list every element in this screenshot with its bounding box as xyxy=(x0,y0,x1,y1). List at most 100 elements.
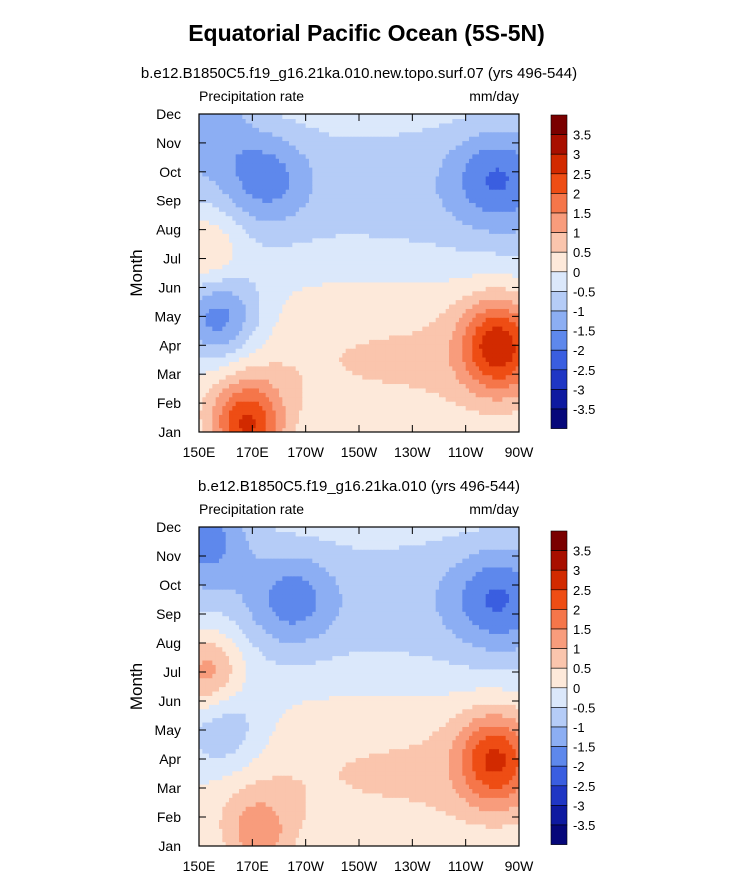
contour-cell xyxy=(245,330,250,336)
contour-cell xyxy=(285,220,290,226)
contour-cell xyxy=(372,290,377,296)
contour-cell xyxy=(292,220,297,226)
contour-cell xyxy=(249,273,253,279)
contour-cell xyxy=(499,308,503,314)
contour-cell xyxy=(335,334,340,340)
contour-cell xyxy=(295,286,300,292)
contour-cell xyxy=(289,237,293,243)
contour-cell xyxy=(229,343,233,349)
contour-cell xyxy=(412,303,417,309)
contour-cell xyxy=(365,299,370,305)
contour-cell xyxy=(312,273,317,279)
contour-cell xyxy=(459,202,463,208)
contour-cell xyxy=(412,273,417,279)
contour-cell xyxy=(219,202,223,208)
contour-cell xyxy=(255,365,260,371)
contour-cell xyxy=(342,286,347,292)
contour-cell xyxy=(272,237,277,243)
contour-cell xyxy=(339,374,343,380)
contour-cell xyxy=(322,409,327,415)
contour-cell xyxy=(455,427,460,432)
contour-cell xyxy=(422,418,427,424)
contour-cell xyxy=(442,423,447,429)
contour-cell xyxy=(419,211,423,217)
contour-cell xyxy=(255,352,260,358)
contour-cell xyxy=(209,326,213,332)
contour-cell xyxy=(389,250,393,256)
contour-cell xyxy=(422,330,427,336)
contour-cell xyxy=(372,255,377,261)
contour-cell xyxy=(345,405,350,411)
contour-cell xyxy=(209,356,213,362)
contour-cell xyxy=(429,374,433,380)
contour-cell xyxy=(235,264,240,270)
contour-cell xyxy=(312,228,317,234)
contour-cell xyxy=(409,427,413,432)
contour-cell xyxy=(299,286,303,292)
contour-cell xyxy=(482,281,487,287)
contour-cell xyxy=(402,206,407,212)
contour-cell xyxy=(362,361,367,367)
contour-cell xyxy=(352,281,357,287)
contour-cell xyxy=(332,343,337,349)
contour-cell xyxy=(455,423,460,429)
contour-cell xyxy=(439,277,443,283)
contour-cell xyxy=(249,224,253,230)
contour-cell xyxy=(515,343,519,349)
contour-cell xyxy=(292,401,297,407)
contour-cell xyxy=(235,356,240,362)
contour-cell xyxy=(279,259,283,265)
contour-cell xyxy=(385,290,390,296)
contour-cell xyxy=(209,427,213,432)
contour-cell xyxy=(252,374,257,380)
contour-cell xyxy=(275,339,280,345)
contour-cell xyxy=(379,233,383,239)
contour-cell xyxy=(452,317,457,323)
contour-cell xyxy=(389,268,393,274)
contour-cell xyxy=(232,409,237,415)
contour-cell xyxy=(329,308,333,314)
contour-cell xyxy=(489,259,493,265)
contour-cell xyxy=(199,312,203,318)
contour-cell xyxy=(265,277,270,283)
contour-cell xyxy=(255,308,260,314)
contour-cell xyxy=(419,215,423,221)
contour-cell xyxy=(362,352,367,358)
contour-cell xyxy=(429,361,433,367)
contour-cell xyxy=(352,348,357,354)
contour-cell xyxy=(262,352,267,358)
contour-cell xyxy=(462,379,467,385)
contour-cell xyxy=(302,392,307,398)
contour-cell xyxy=(515,405,519,411)
contour-cell xyxy=(489,277,493,283)
contour-cell xyxy=(202,418,207,424)
contour-cell xyxy=(359,299,363,305)
contour-cell xyxy=(342,414,347,420)
contour-cell xyxy=(349,348,353,354)
contour-cell xyxy=(205,361,210,367)
contour-cell xyxy=(415,268,420,274)
contour-cell xyxy=(472,281,477,287)
contour-cell xyxy=(449,414,453,420)
contour-cell xyxy=(269,237,273,243)
contour-cell xyxy=(302,273,307,279)
contour-cell xyxy=(459,237,463,243)
contour-cell xyxy=(455,237,460,243)
contour-cell xyxy=(495,264,500,270)
contour-cell xyxy=(225,321,230,327)
contour-cell xyxy=(412,242,417,248)
contour-cell xyxy=(325,281,330,287)
contour-cell xyxy=(445,370,450,376)
contour-cell xyxy=(302,343,307,349)
contour-cell xyxy=(315,409,320,415)
contour-cell xyxy=(435,379,440,385)
contour-cell xyxy=(285,418,290,424)
contour-cell xyxy=(325,211,330,217)
contour-cell xyxy=(332,215,337,221)
contour-cell xyxy=(352,418,357,424)
contour-cell xyxy=(415,242,420,248)
contour-cell xyxy=(482,379,487,385)
contour-cell xyxy=(345,343,350,349)
contour-cell xyxy=(219,423,223,429)
